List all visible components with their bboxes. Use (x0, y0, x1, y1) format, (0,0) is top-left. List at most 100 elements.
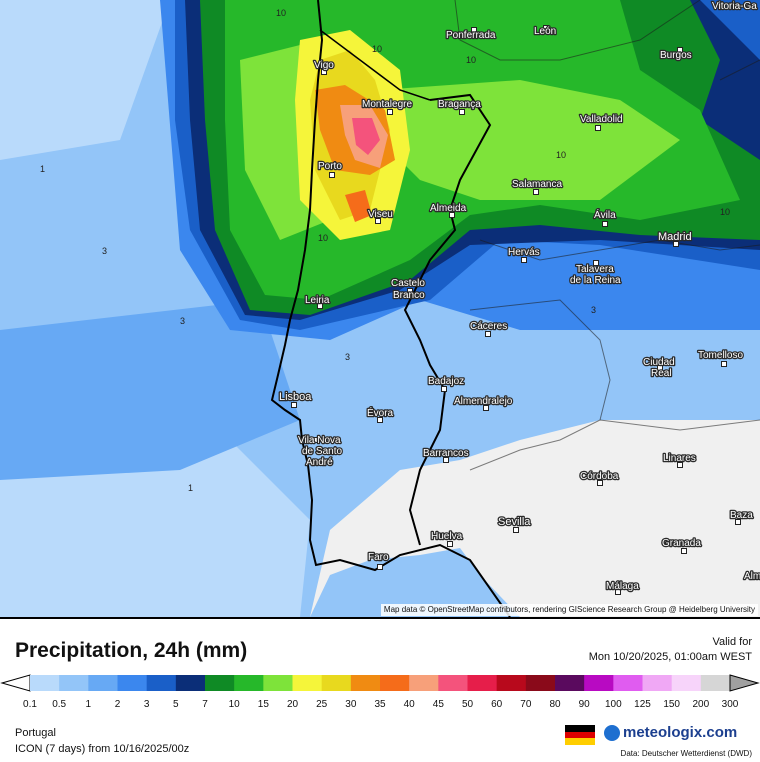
city-marker (483, 405, 489, 411)
city-marker (447, 541, 453, 547)
legend-swatch (175, 675, 206, 691)
legend-swatch (234, 675, 264, 691)
precipitation-map[interactable]: 10 10 10 10 10 10 1 3 3 3 1 3 Vitoria-Ga… (0, 0, 760, 617)
isoline-label: 10 (720, 207, 730, 217)
legend-tick-label: 60 (491, 699, 503, 710)
valid-time: Mon 10/20/2025, 01:00am WEST (588, 651, 752, 663)
city-label-andre: André (306, 457, 333, 468)
city-label-salamanca: Salamanca (512, 179, 562, 190)
city-marker (657, 365, 663, 371)
city-marker (291, 402, 297, 408)
city-marker (521, 257, 527, 263)
legend-tick-label: 125 (634, 699, 651, 710)
legend-swatch (584, 675, 614, 691)
logo-icon (604, 724, 620, 741)
city-label-huelva: Huelva (431, 531, 463, 542)
city-label-viseu: Viseu (368, 209, 393, 220)
legend-panel: Precipitation, 24h (mm) Valid for Mon 10… (0, 617, 760, 762)
city-label-vila-nova: Vila Nova (298, 435, 341, 446)
legend-tick-label: 7 (202, 699, 208, 710)
isoline-label: 10 (466, 55, 476, 65)
legend-swatch (205, 675, 235, 691)
city-label-vitoria: Vitoria-Ga (712, 1, 757, 12)
map-title: Precipitation, 24h (mm) (15, 639, 248, 662)
city-label-almendralejo: Almendralejo (454, 396, 513, 407)
city-marker (387, 109, 393, 115)
map-attribution[interactable]: Map data © OpenStreetMap contributors, r… (380, 604, 758, 616)
isoline-label: 1 (188, 483, 193, 493)
city-marker (677, 47, 683, 53)
city-marker (681, 548, 687, 554)
legend-tick-label: 30 (345, 699, 357, 710)
legend-swatch (700, 675, 731, 691)
legend-tick-label: 20 (286, 699, 299, 710)
city-marker (543, 25, 549, 31)
legend-swatch (88, 675, 118, 691)
city-label-tomelloso: Tomelloso (698, 350, 743, 361)
region-label: Portugal (15, 727, 56, 739)
city-marker (375, 218, 381, 224)
germany-flag-icon (565, 725, 595, 745)
valid-for-label: Valid for (712, 636, 752, 648)
city-label-almeida: Almeida (430, 203, 467, 214)
city-marker (721, 361, 727, 367)
city-marker (407, 288, 413, 294)
city-marker (513, 527, 519, 533)
legend-swatch (380, 675, 410, 691)
city-label-badajoz: Badajoz (428, 376, 464, 387)
legend-swatch (438, 675, 468, 691)
legend-tick-label: 40 (403, 699, 415, 710)
city-label-porto: Porto (318, 161, 342, 172)
city-label-sevilla: Sevilla (498, 516, 531, 528)
legend-swatch (642, 675, 673, 691)
map-canvas: 10 10 10 10 10 10 1 3 3 3 1 3 Vitoria-Ga… (0, 0, 760, 617)
city-marker (673, 241, 679, 247)
legend-tick-label: 300 (721, 699, 739, 710)
isoline-label: 10 (372, 44, 382, 54)
model-run-label: ICON (7 days) from 10/16/2025/00z (15, 743, 190, 755)
legend-tick-label: 150 (663, 699, 680, 710)
city-label-leiria: Leiria (305, 295, 330, 306)
city-marker (443, 457, 449, 463)
legend-tick-label: 3 (143, 699, 150, 710)
city-marker (485, 331, 491, 337)
city-label-braganca: Bragança (438, 99, 481, 110)
meteologix-logo[interactable]: meteologix.com (604, 724, 737, 741)
legend-swatches (30, 675, 731, 691)
city-label-leon: León (534, 26, 556, 37)
legend-swatch (350, 675, 381, 691)
city-label-de-santo: de Santo (302, 446, 342, 457)
legend-tick-label: 70 (520, 699, 532, 710)
legend-swatch (263, 675, 293, 691)
logo-text: meteologix.com (623, 724, 738, 741)
legend-swatch (613, 675, 643, 691)
isoline-label: 10 (318, 233, 328, 243)
legend-swatch (30, 675, 60, 691)
city-marker (377, 417, 383, 423)
city-label-cordoba: Córdoba (580, 471, 619, 482)
legend-tick-labels: 0.1 0.5 1 2 3 5 7 10 15 20 25 30 35 40 45 50 60 70 80 90 100… (0, 699, 760, 713)
city-marker (441, 386, 447, 392)
city-label-burgos: Burgos (660, 50, 692, 61)
legend-tick-label: 100 (604, 699, 622, 710)
city-label-alm: Alm (744, 571, 760, 582)
city-label-valladolid: Valladolid (580, 114, 623, 125)
city-label-castelo: Castelo (391, 278, 425, 289)
legend-swatch (292, 675, 323, 691)
city-label-ciudad: Ciudad (643, 357, 675, 368)
city-label-montalegre: Montalegre (362, 99, 412, 110)
legend-swatch (467, 675, 498, 691)
legend-swatch (525, 675, 556, 691)
scale-high-arrow (729, 674, 760, 692)
city-label-vigo: Vigo (314, 60, 334, 71)
legend-tick-label: 15 (257, 699, 269, 710)
legend-tick-label: 5 (173, 699, 179, 710)
city-label-granada: Granada (662, 538, 701, 549)
isoline-label: 3 (591, 305, 596, 315)
city-marker (329, 172, 335, 178)
city-marker (459, 109, 465, 115)
city-label-linares: Linares (663, 453, 696, 464)
legend-tick-label: 80 (549, 699, 561, 710)
legend-tick-label: 0.5 (52, 699, 67, 710)
city-marker (745, 3, 751, 9)
